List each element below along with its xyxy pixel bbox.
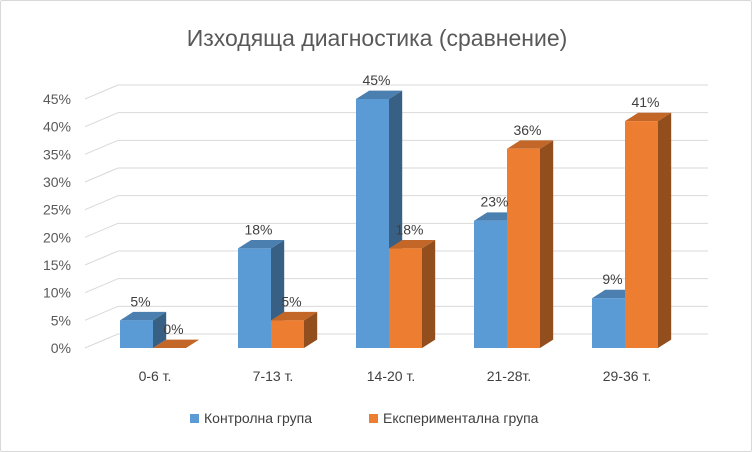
bar-control-2 <box>356 90 403 348</box>
y-tick-label: 0% <box>51 340 71 356</box>
bar-top <box>153 339 200 348</box>
bar-top <box>356 90 403 99</box>
gridline-side <box>84 167 119 183</box>
data-label: 0% <box>163 321 183 337</box>
bar-front <box>271 320 304 348</box>
y-tick-label: 45% <box>43 91 71 107</box>
bar-front <box>120 320 153 348</box>
gridline-side <box>84 278 119 294</box>
data-label: 18% <box>395 221 423 237</box>
y-tick-label: 25% <box>43 202 71 218</box>
gridline-side <box>84 333 119 349</box>
bar-front <box>389 248 422 348</box>
y-tick-label: 15% <box>43 257 71 273</box>
bar-top <box>507 140 554 149</box>
data-label: 18% <box>244 221 272 237</box>
chart-title: Изходяща диагностика (сравнение) <box>187 25 568 51</box>
data-label: 23% <box>480 194 508 210</box>
bar-front <box>474 220 507 348</box>
bar-experimental-2 <box>389 240 436 348</box>
x-tick-label: 14-20 т. <box>367 368 415 384</box>
legend-swatch-control <box>190 414 199 423</box>
bar-experimental-3 <box>507 140 554 348</box>
gridline-side <box>84 195 119 211</box>
x-tick-label: 7-13 т. <box>253 368 294 384</box>
legend-swatch-experimental <box>369 414 378 423</box>
y-tick-label: 40% <box>43 119 71 135</box>
x-tick-label: 21-28т. <box>487 368 532 384</box>
bar-front <box>507 148 540 348</box>
bar-top <box>625 112 672 122</box>
bar-top <box>120 311 167 321</box>
bar-side <box>304 311 318 348</box>
gridline-side <box>84 305 119 321</box>
data-label: 9% <box>602 271 622 287</box>
gridline-side <box>84 84 119 100</box>
bar-front <box>356 99 389 348</box>
gridline-side <box>84 250 119 266</box>
y-tick-label: 35% <box>43 146 71 162</box>
y-axis-ticks: 0% 5% 10% 15% 20% 25% 30% 35% 40% 45% <box>43 91 71 356</box>
bar-side <box>422 240 436 348</box>
y-tick-label: 10% <box>43 285 71 301</box>
y-tick-label: 5% <box>51 312 71 328</box>
y-tick-label: 20% <box>43 229 71 245</box>
x-tick-label: 29-36 т. <box>603 368 651 384</box>
bar-experimental-0 <box>153 339 200 348</box>
data-label: 5% <box>130 293 150 309</box>
bar-front <box>592 298 625 348</box>
x-axis-categories: 0-6 т. 7-13 т. 14-20 т. 21-28т. 29-36 т. <box>139 368 652 384</box>
bar-front <box>625 121 658 348</box>
bar-side <box>153 311 167 348</box>
gridline-side <box>84 139 119 155</box>
data-label: 36% <box>513 122 541 138</box>
data-labels: 5% 0% 18% 5% 45% 18% 23% 36% 9% 41% <box>130 72 659 337</box>
legend: Контролна група Експериментална група <box>190 410 539 426</box>
data-label: 41% <box>631 94 659 110</box>
bar-front <box>238 248 271 348</box>
bar-experimental-4 <box>625 112 672 348</box>
legend-label-control: Контролна група <box>204 410 312 426</box>
bar-top <box>238 240 285 249</box>
x-tick-label: 0-6 т. <box>139 368 172 384</box>
bars <box>120 90 672 348</box>
bar-side <box>540 140 554 348</box>
bar-top <box>271 311 318 321</box>
gridline-side <box>84 112 119 128</box>
bar-side <box>658 112 672 348</box>
legend-label-experimental: Експериментална група <box>383 410 539 426</box>
bar-experimental-1 <box>271 311 318 348</box>
bar-top <box>389 240 436 249</box>
data-label: 5% <box>281 293 301 309</box>
y-tick-label: 30% <box>43 174 71 190</box>
data-label: 45% <box>362 72 390 88</box>
bar-control-0 <box>120 311 167 348</box>
gridline-side <box>84 222 119 238</box>
